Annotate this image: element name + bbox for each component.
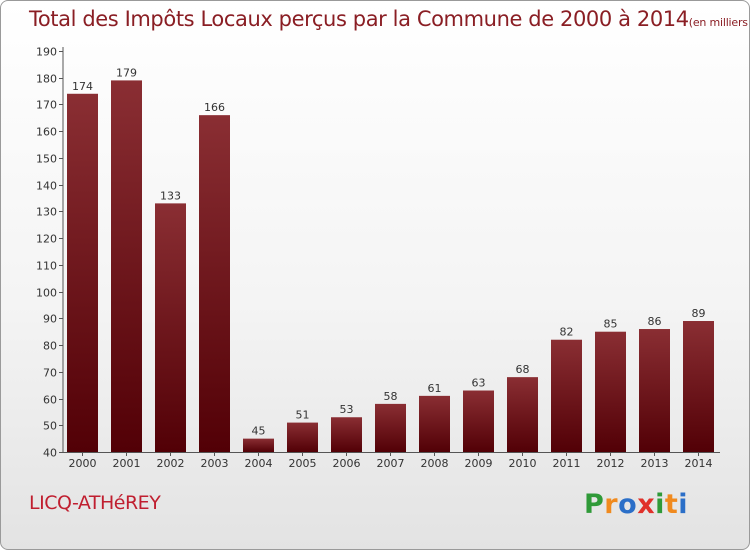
x-tick-label: 2003 [201, 457, 229, 470]
data-label-2005: 51 [296, 409, 310, 422]
logo-letter: i [678, 489, 689, 520]
data-label-2002: 133 [160, 189, 181, 202]
bar-2000 [67, 93, 98, 453]
y-tick-label: 50 [43, 420, 57, 433]
proxiti-logo: Proxiti [584, 489, 688, 520]
x-tick-label: 2005 [289, 457, 317, 470]
x-tick-label: 2000 [69, 457, 97, 470]
chart-unit: (en milliers d'€) [688, 16, 749, 29]
chart-title-text: Total des Impôts Locaux perçus par la Co… [29, 7, 689, 31]
bar-2002 [155, 203, 186, 452]
data-label-2014: 89 [692, 307, 706, 320]
data-label-2012: 85 [604, 318, 618, 331]
y-tick-label: 70 [43, 367, 57, 380]
y-tick-label: 60 [43, 394, 57, 407]
bar-2004 [243, 438, 274, 452]
x-tick-label: 2009 [465, 457, 493, 470]
logo-letter: x [637, 489, 656, 520]
x-tick-label: 2007 [377, 457, 405, 470]
x-tick-label: 2010 [509, 457, 537, 470]
x-tick-label: 2014 [685, 457, 713, 470]
data-label-2008: 61 [428, 382, 442, 395]
data-label-2004: 45 [252, 425, 266, 438]
y-tick-label: 130 [36, 206, 57, 219]
data-label-2001: 179 [116, 66, 137, 79]
data-label-2010: 68 [516, 363, 530, 376]
data-label-2009: 63 [472, 377, 486, 390]
bar-2003 [199, 115, 230, 452]
x-tick-label: 2001 [113, 457, 141, 470]
chart-title: Total des Impôts Locaux perçus par la Co… [29, 7, 749, 31]
x-tick-label: 2004 [245, 457, 273, 470]
data-label-2011: 82 [560, 326, 574, 339]
data-label-2006: 53 [340, 403, 354, 416]
y-tick-label: 180 [36, 73, 57, 86]
logo-letter: i [655, 489, 665, 520]
data-labels: 174 179 133 166 45 51 53 58 61 63 68 82 85 86 89 [72, 66, 706, 437]
bar-2007 [375, 403, 406, 452]
x-tick-label: 2006 [333, 457, 361, 470]
logo-letter: r [604, 489, 619, 520]
logo-letter: P [584, 489, 605, 520]
bar-2008 [419, 395, 450, 452]
bar-2014 [683, 321, 714, 452]
axes: 40 50 60 70 80 90 100 110 120 130 140 150 160 170 180 1… [36, 46, 720, 470]
y-tick-label: 140 [36, 180, 57, 193]
y-tick-label: 160 [36, 126, 57, 139]
y-tick-label: 80 [43, 340, 57, 353]
y-tick-label: 170 [36, 99, 57, 112]
x-tick-label: 2013 [641, 457, 669, 470]
x-tick-label: 2011 [553, 457, 581, 470]
logo-letter: t [664, 489, 679, 520]
bar-2011 [551, 339, 582, 452]
y-tick-label: 110 [36, 260, 57, 273]
bar-2010 [507, 377, 538, 452]
bars [67, 80, 714, 453]
bar-2009 [463, 390, 494, 452]
logo-letter: o [618, 489, 638, 520]
bar-2013 [639, 329, 670, 452]
y-tick-label: 150 [36, 153, 57, 166]
y-tick-label: 100 [36, 287, 57, 300]
y-tick-label: 120 [36, 233, 57, 246]
bar-2012 [595, 331, 626, 452]
bar-2005 [287, 422, 318, 452]
data-label-2013: 86 [648, 315, 662, 328]
commune-name: LICQ-ATHéREY [29, 492, 161, 514]
data-label-2003: 166 [204, 101, 225, 114]
data-label-2000: 174 [72, 80, 93, 93]
x-tick-label: 2008 [421, 457, 449, 470]
bar-2001 [111, 80, 142, 452]
x-tick-label: 2002 [157, 457, 185, 470]
bar-2006 [331, 417, 362, 452]
data-label-2007: 58 [384, 390, 398, 403]
x-tick-label: 2012 [597, 457, 625, 470]
y-tick-label: 90 [43, 313, 57, 326]
y-tick-label: 190 [36, 46, 57, 59]
y-tick-label: 40 [43, 447, 57, 460]
